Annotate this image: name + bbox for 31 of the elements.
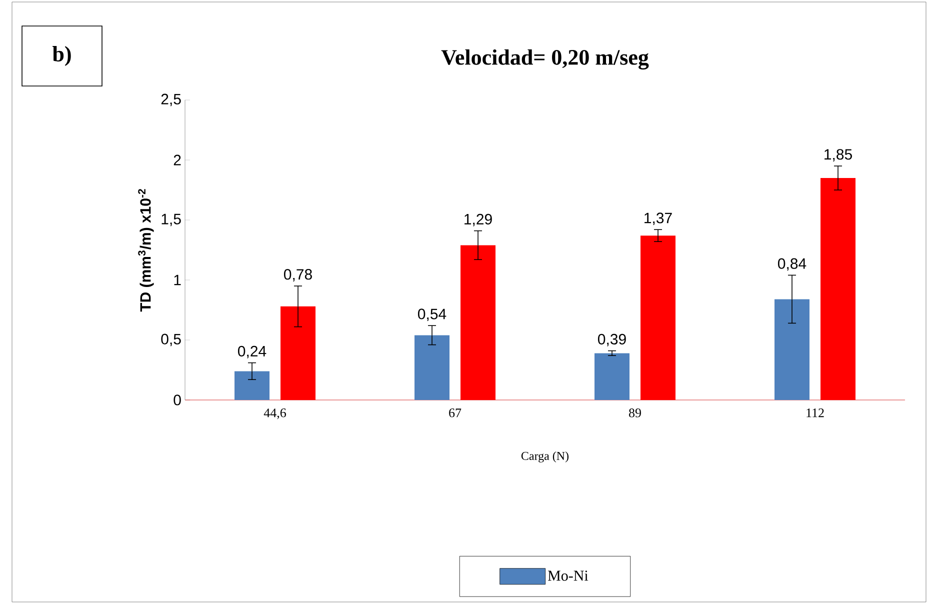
bar (640, 236, 676, 400)
data-label: 1,37 (644, 212, 672, 226)
y-tick-label: 1,5 (162, 214, 181, 226)
text: b) (52, 46, 71, 66)
data-label: 0,24 (238, 346, 266, 358)
bar (774, 299, 810, 400)
y-axis-title: TD (mm$^{3}$/m) x10$^{-2}$ (138, 189, 154, 312)
data-label: 0,84 (778, 258, 806, 271)
y-tick-label: 2 (174, 154, 181, 166)
bar (414, 335, 450, 400)
y-tick-label: 0 (174, 394, 181, 406)
data-label: 0,54 (418, 308, 446, 322)
bar (594, 353, 630, 400)
data-label: 1,29 (464, 214, 492, 226)
chart-title: Velocidad= 0,20 m/seg (441, 49, 649, 70)
legend-label: Mo-Ni (548, 570, 588, 581)
y-tick-label: 2,5 (161, 94, 181, 106)
y-tick-label: 0,5 (161, 334, 181, 346)
data-label: 0,39 (598, 334, 626, 346)
data-label: 0,78 (284, 269, 312, 282)
x-tick-label: 89 (629, 408, 641, 418)
bar (234, 371, 270, 400)
x-tick-label: 112 (806, 408, 824, 418)
y-tick-label: 1 (174, 274, 181, 286)
x-tick-label: 67 (449, 408, 462, 418)
x-axis-title: Carga (N) (521, 452, 569, 462)
bar (460, 245, 496, 400)
bar (820, 178, 856, 400)
data-label: 1,85 (824, 149, 852, 162)
x-tick-label: 44,6 (264, 408, 286, 420)
bar (280, 306, 316, 400)
